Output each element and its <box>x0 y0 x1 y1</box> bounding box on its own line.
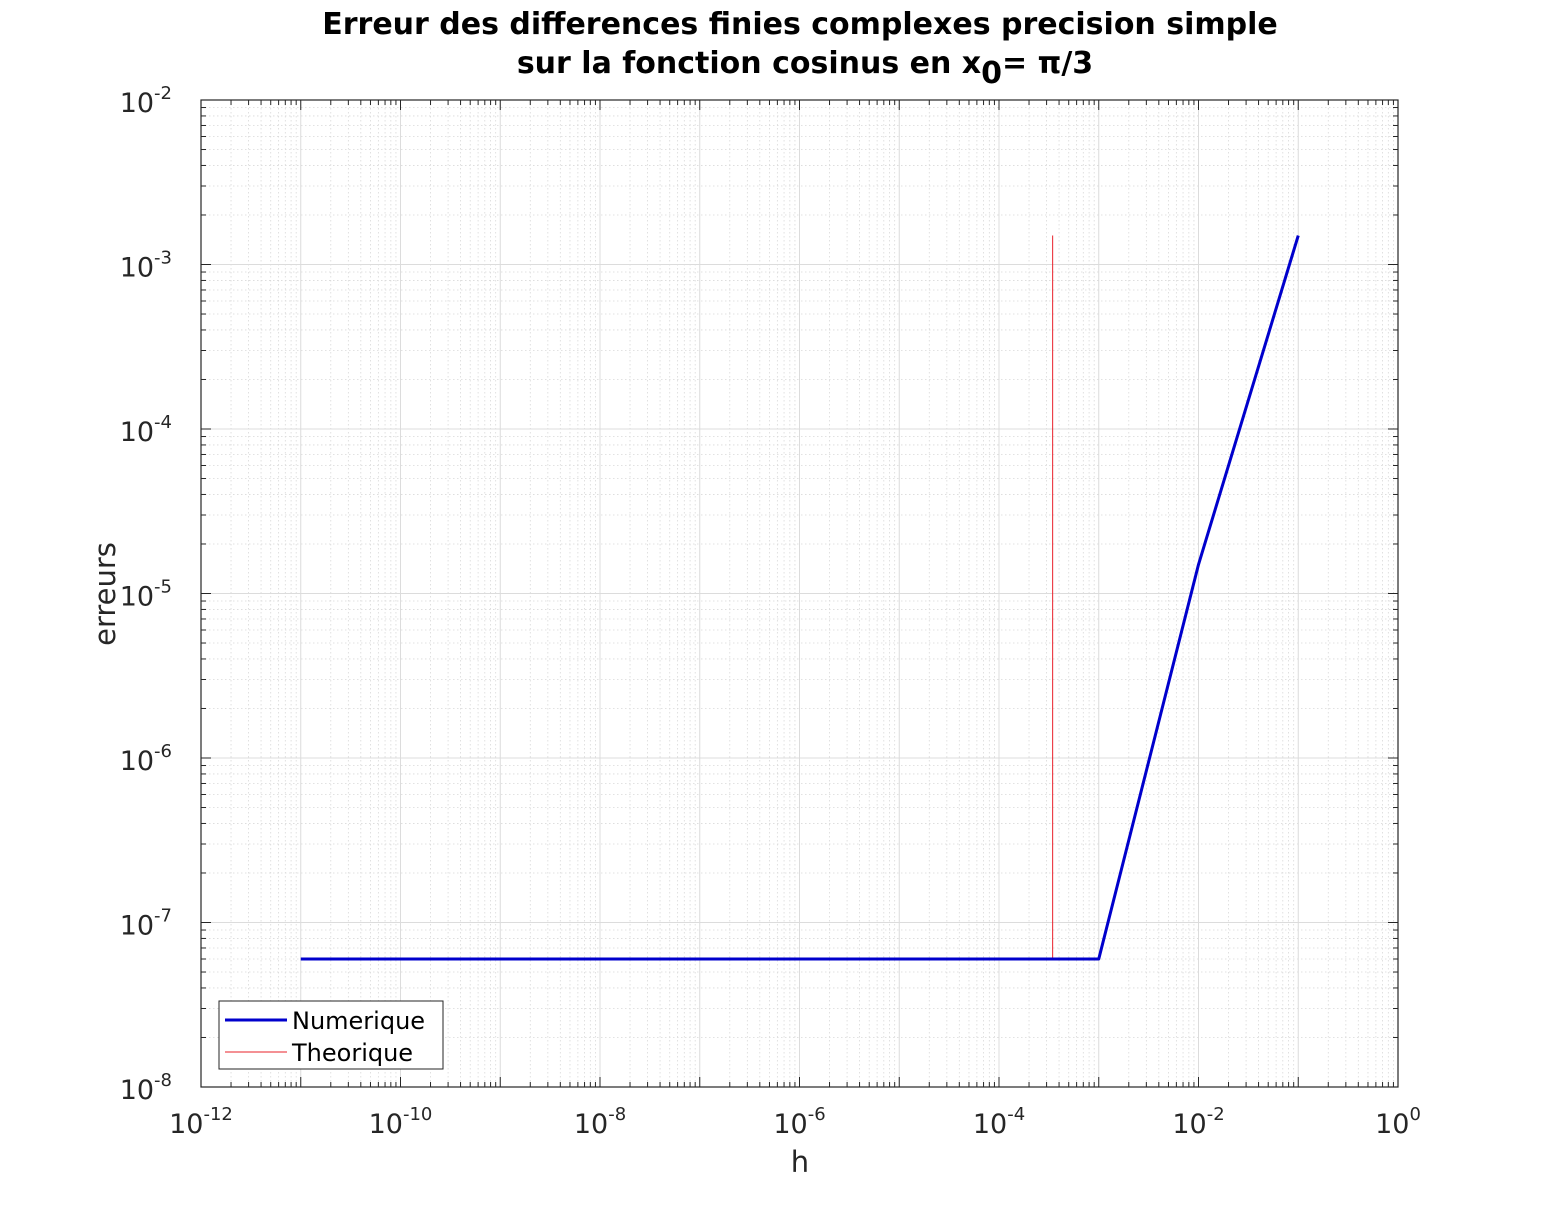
y-tick-label-base: 10 <box>120 582 154 613</box>
y-tick-label: 10-6 <box>120 741 172 777</box>
x-tick-label-exponent: -8 <box>608 1104 626 1125</box>
tick-labels: 10-12 10-10 10-8 10-6 10-4 10-2 10010-810-710-… <box>120 83 1421 1140</box>
x-tick-label: 100 <box>1375 1104 1421 1140</box>
x-tick-label-base: 10 <box>1375 1109 1409 1140</box>
y-tick-label-exponent: -8 <box>154 1070 172 1091</box>
y-tick-label-exponent: -6 <box>154 741 172 762</box>
x-tick-label-base: 10 <box>169 1109 203 1140</box>
chart-title-line2-suffix: = π/3 <box>1002 46 1093 81</box>
x-tick-label-exponent: -2 <box>1207 1104 1225 1125</box>
y-axis-label: erreurs <box>88 542 122 646</box>
y-tick-label-base: 10 <box>120 1075 154 1106</box>
x-tick-label-base: 10 <box>369 1109 403 1140</box>
y-tick-label-base: 10 <box>120 911 154 942</box>
y-tick-label: 10-5 <box>120 577 172 613</box>
y-tick-label-exponent: -3 <box>154 248 172 269</box>
x-tick-label-base: 10 <box>773 1109 807 1140</box>
y-tick-label: 10-4 <box>120 412 172 448</box>
axes <box>200 99 1399 1088</box>
y-tick-label-base: 10 <box>120 253 154 284</box>
x-tick-label: 10-8 <box>574 1104 626 1140</box>
chart-title-line2: sur la fonction cosinus en x0= π/3 <box>517 46 1093 91</box>
plot-series <box>300 235 1300 961</box>
x-tick-label-base: 10 <box>574 1109 608 1140</box>
chart-title-line2-prefix: sur la fonction cosinus en x <box>517 46 981 81</box>
chart-title-line1: Erreur des differences finies complexes … <box>322 7 1278 42</box>
x-tick-label-exponent: -4 <box>1007 1104 1025 1125</box>
x-tick-label: 10-12 <box>169 1104 233 1140</box>
grid <box>200 99 1399 1088</box>
y-tick-label-base: 10 <box>120 746 154 777</box>
x-tick-label-exponent: 0 <box>1409 1104 1420 1125</box>
y-tick-label-base: 10 <box>120 417 154 448</box>
x-axis-label: h <box>791 1145 809 1179</box>
legend-label-theorique: Theorique <box>291 1039 413 1067</box>
x-tick-label-base: 10 <box>973 1109 1007 1140</box>
x-tick-label: 10-4 <box>973 1104 1025 1140</box>
x-tick-label: 10-10 <box>369 1104 433 1140</box>
y-tick-label: 10-8 <box>120 1070 172 1106</box>
y-tick-label: 10-3 <box>120 248 172 284</box>
y-tick-label-exponent: -4 <box>154 412 172 433</box>
y-tick-label: 10-7 <box>120 906 172 942</box>
y-tick-label: 10-2 <box>120 83 172 119</box>
legend-box <box>218 1000 444 1070</box>
x-tick-label-exponent: -12 <box>203 1104 232 1125</box>
y-tick-label-exponent: -5 <box>154 577 172 598</box>
x-tick-label: 10-2 <box>1172 1104 1224 1140</box>
x-tick-label-exponent: -10 <box>403 1104 432 1125</box>
legend-label-numerique: Numerique <box>292 1007 425 1035</box>
y-tick-label-exponent: -7 <box>154 906 172 927</box>
legend: Numerique Theorique <box>218 1000 444 1070</box>
x-tick-label-exponent: -6 <box>808 1104 826 1125</box>
y-tick-label-exponent: -2 <box>154 83 172 104</box>
x-tick-label-base: 10 <box>1172 1109 1206 1140</box>
y-tick-label-base: 10 <box>120 88 154 119</box>
x-tick-label: 10-6 <box>773 1104 825 1140</box>
chart-title-line2-sub: 0 <box>981 56 1002 91</box>
series-line-numerique <box>300 235 1300 961</box>
